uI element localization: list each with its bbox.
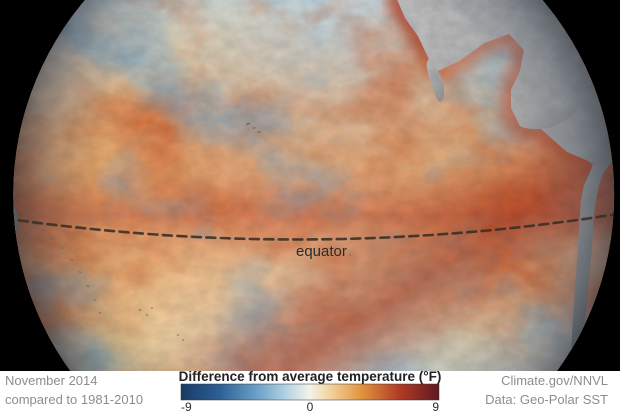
svg-text:equator: equator (296, 243, 347, 260)
